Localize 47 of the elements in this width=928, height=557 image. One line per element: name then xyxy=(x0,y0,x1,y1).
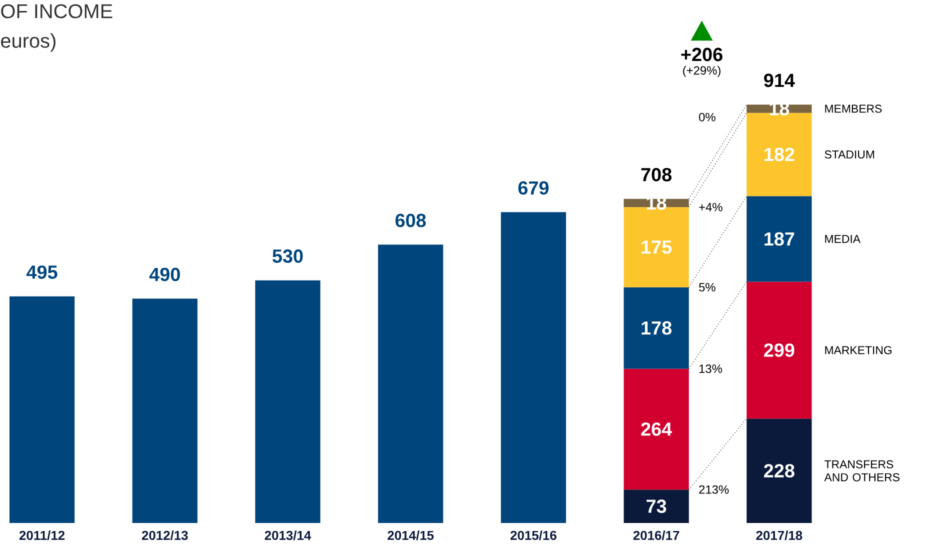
bar xyxy=(624,490,689,523)
bar xyxy=(500,212,566,523)
annotation: 213% xyxy=(699,485,729,494)
series-label: TRANSFERS AND OTHERS xyxy=(824,460,900,482)
bar xyxy=(132,298,198,523)
text: +206 xyxy=(681,48,722,62)
data-label: 228 xyxy=(764,464,794,478)
data-label: 178 xyxy=(642,321,672,335)
data-label: 73 xyxy=(646,500,666,513)
x-tick-label: 2015/16 xyxy=(510,530,556,540)
chart-title: OF INCOME xyxy=(1,4,112,18)
data-label: 175 xyxy=(642,240,672,254)
data-label: 299 xyxy=(764,343,794,357)
bar xyxy=(255,280,320,523)
data-label: 182 xyxy=(764,148,794,162)
total-label: 708 xyxy=(641,168,672,182)
data-label: 490 xyxy=(149,268,180,282)
data-label: 679 xyxy=(518,181,549,195)
x-tick-label: 2017/18 xyxy=(756,530,802,540)
bar xyxy=(624,287,689,369)
series-label: STADIUM xyxy=(824,150,874,159)
bar xyxy=(9,296,75,523)
annotation: 13% xyxy=(699,364,722,373)
total-label: 914 xyxy=(764,74,795,88)
annotation: 5% xyxy=(699,283,716,292)
annotation: 0% xyxy=(699,112,716,122)
data-label: 495 xyxy=(26,265,58,279)
data-label: 264 xyxy=(641,422,672,436)
data-label: 530 xyxy=(272,249,303,263)
x-tick-label: 2012/13 xyxy=(142,530,188,540)
bar xyxy=(378,244,444,523)
text: (+29%) xyxy=(683,66,720,78)
annotation: +4% xyxy=(699,202,722,212)
x-tick-label: 2011/12 xyxy=(19,530,65,540)
series-label: MARKETING xyxy=(825,346,892,354)
x-tick-label: 2013/14 xyxy=(264,530,312,540)
bar xyxy=(746,418,812,523)
bar xyxy=(746,282,812,419)
series-label: MEDIA xyxy=(825,235,861,243)
x-tick-label: 2014/15 xyxy=(388,530,434,540)
x-tick-label: 2016/17 xyxy=(633,530,680,540)
bar xyxy=(624,368,689,490)
data-label: 608 xyxy=(396,214,426,228)
bar xyxy=(746,196,812,282)
chart-subtitle: euros) xyxy=(1,33,56,52)
data-label: 187 xyxy=(764,232,794,246)
series-label: MEMBERS xyxy=(825,104,882,113)
